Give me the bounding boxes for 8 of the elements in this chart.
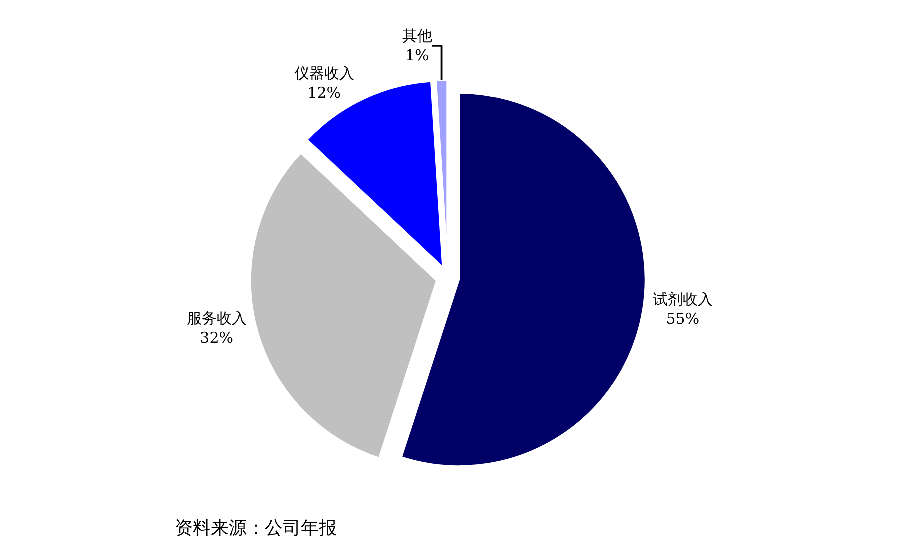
data-label: 12% <box>308 84 341 102</box>
slice-label: 仪器收入 <box>294 64 354 83</box>
slice-label: 试剂收入 <box>652 290 713 309</box>
data-label: 32% <box>200 329 234 348</box>
data-label: 1% <box>406 46 430 65</box>
slice-label: 服务收入 <box>186 310 247 328</box>
data-label: 55% <box>666 310 700 328</box>
slice-label: 其他 <box>402 27 432 46</box>
